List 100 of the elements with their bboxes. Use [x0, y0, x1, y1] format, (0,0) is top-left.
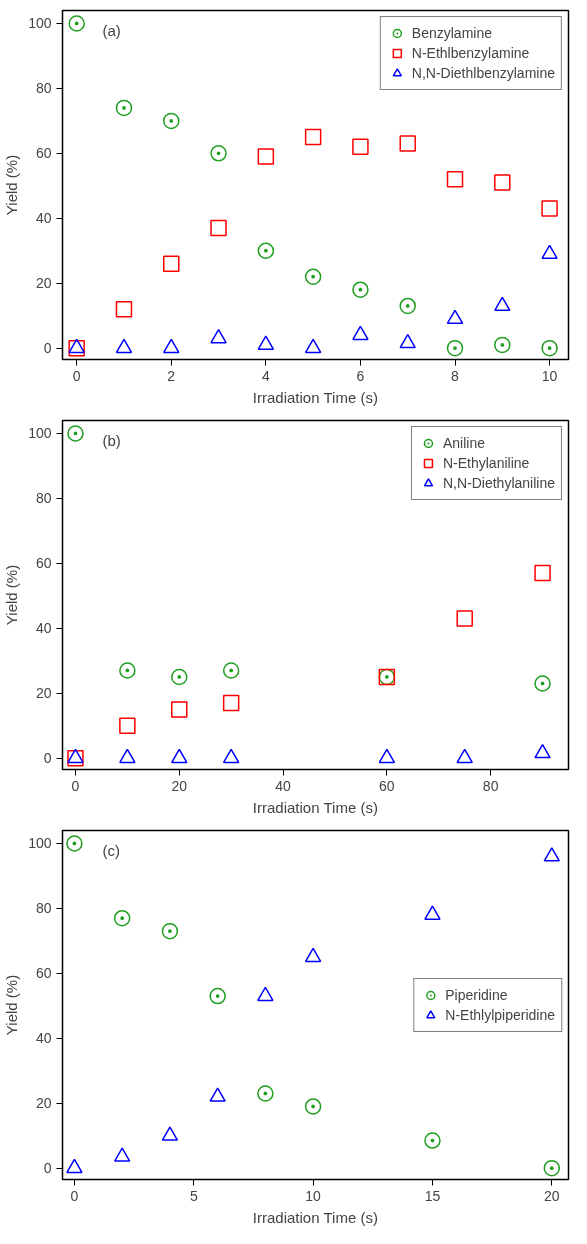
y-axis-title: Yield (%) — [3, 154, 21, 216]
x-tick-label: 10 — [305, 1187, 322, 1204]
point — [68, 15, 85, 32]
legend-label: Benzylamine — [411, 25, 492, 41]
y-tick-label: 0 — [43, 1160, 52, 1177]
point — [163, 338, 180, 354]
x-axis-title: Irradiation Time (s) — [252, 1208, 378, 1226]
x-tick-label: 80 — [482, 777, 499, 794]
point — [115, 338, 133, 354]
legend-label: N,N-Diethylaniline — [442, 475, 555, 491]
annotation: (a) — [102, 21, 121, 39]
y-tick-label: 100 — [28, 425, 52, 442]
y-tick-label: 60 — [35, 965, 52, 982]
point — [66, 1158, 83, 1174]
point — [352, 325, 369, 341]
point — [257, 1085, 274, 1102]
point — [163, 112, 180, 130]
y-tick-label: 40 — [35, 210, 52, 227]
y-tick-label: 60 — [35, 555, 52, 572]
point — [115, 300, 133, 318]
point — [209, 987, 226, 1005]
y-tick-label: 0 — [43, 340, 52, 357]
point — [424, 905, 441, 920]
legend-label: N,N-Diethlbenzylamine — [411, 65, 555, 81]
point — [304, 1098, 322, 1115]
y-tick-label: 40 — [35, 1030, 52, 1047]
point — [257, 242, 275, 259]
x-axis-title: Irradiation Time (s) — [252, 388, 378, 406]
y-tick-label: 20 — [35, 275, 52, 292]
x-tick-label: 0 — [72, 367, 81, 384]
y-axis-title: Yield (%) — [3, 564, 21, 626]
point — [171, 668, 188, 686]
legend-label: N-Ethlbenzylamine — [411, 45, 530, 61]
legend-label: N-Ethylaniline — [442, 455, 530, 471]
point — [171, 748, 188, 764]
y-tick-label: 80 — [35, 490, 52, 507]
y-tick-label: 100 — [28, 835, 52, 852]
x-tick-label: 4 — [261, 367, 270, 384]
point — [541, 244, 558, 260]
point — [399, 333, 416, 349]
x-tick-label: 15 — [424, 1187, 441, 1204]
point — [446, 309, 464, 324]
point — [543, 847, 561, 862]
y-tick-label: 40 — [35, 620, 52, 637]
x-tick-label: 2 — [167, 367, 176, 384]
point — [161, 922, 179, 940]
point — [257, 148, 275, 165]
point — [119, 748, 136, 764]
y-tick-label: 80 — [35, 900, 52, 917]
point — [534, 564, 551, 582]
point — [163, 255, 180, 272]
point — [541, 200, 558, 217]
point — [494, 296, 511, 312]
point — [399, 297, 416, 315]
x-axis-title: Irradiation Time (s) — [252, 798, 378, 816]
point — [352, 281, 369, 298]
point — [456, 610, 473, 627]
x-tick-label: 0 — [71, 777, 80, 794]
x-tick-label: 40 — [275, 777, 292, 794]
point — [222, 694, 240, 712]
x-tick-label: 60 — [379, 777, 395, 794]
point — [222, 748, 240, 764]
point — [113, 1147, 131, 1162]
point — [209, 1087, 226, 1102]
x-tick-label: 5 — [189, 1187, 198, 1204]
point — [257, 986, 274, 1002]
point — [161, 1126, 179, 1141]
y-tick-label: 20 — [35, 1095, 52, 1112]
point — [456, 748, 473, 764]
y-tick-label: 20 — [35, 685, 52, 702]
point — [534, 675, 551, 692]
x-tick-label: 6 — [356, 367, 365, 384]
point — [66, 835, 83, 852]
point — [113, 909, 131, 927]
point — [446, 339, 464, 357]
point — [352, 138, 369, 156]
point — [171, 701, 188, 718]
point — [304, 128, 322, 146]
legend-label: Piperidine — [445, 986, 508, 1003]
x-tick-label: 8 — [451, 367, 460, 384]
point — [304, 268, 322, 285]
y-tick-label: 100 — [28, 15, 52, 32]
point — [257, 335, 275, 350]
legend-label: N-Ethlylpiperidine — [445, 1006, 555, 1023]
x-tick-label: 20 — [171, 777, 188, 794]
point — [119, 717, 136, 734]
y-axis-title: Yield (%) — [3, 974, 21, 1036]
y-tick-label: 0 — [43, 750, 52, 767]
annotation: (b) — [102, 431, 121, 449]
y-tick-label: 60 — [35, 145, 52, 162]
point — [378, 748, 396, 764]
point — [304, 338, 322, 354]
legend-label: Aniline — [442, 435, 485, 451]
point — [222, 662, 240, 679]
y-tick-label: 80 — [35, 80, 52, 97]
point — [541, 339, 558, 357]
x-tick-label: 20 — [544, 1187, 560, 1204]
point — [210, 145, 227, 162]
point — [210, 328, 227, 344]
point — [543, 1159, 561, 1177]
